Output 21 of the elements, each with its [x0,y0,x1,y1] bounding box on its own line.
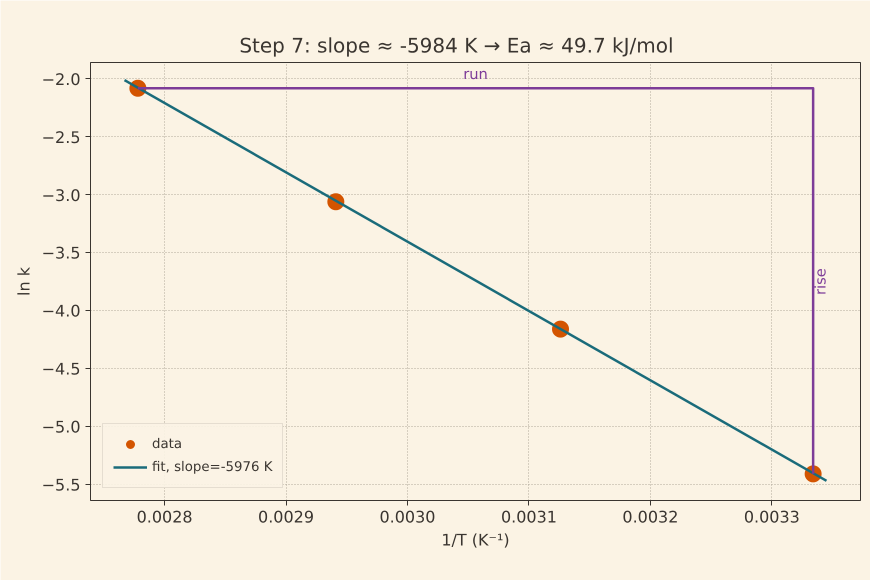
annotation: run [463,66,488,84]
y-tick-label: −4.5 [42,359,81,378]
y-tick-label: −3.0 [42,186,81,205]
chart-title: Step 7: slope ≈ -5984 K → Ea ≈ 49.7 kJ/mol [239,34,674,58]
x-tick-label: 0.0029 [258,508,314,526]
x-tick-label: 0.0031 [500,508,557,526]
x-tick-label: 0.0030 [379,508,436,526]
legend-label: data [152,436,182,452]
x-tick-label: 0.0033 [744,508,800,526]
y-tick-label: −2.5 [42,128,81,147]
x-tick-label: 0.0032 [622,508,678,526]
y-axis-title: ln k [14,266,34,296]
y-tick-label: −3.5 [42,244,81,263]
y-tick-label: −5.0 [42,417,81,436]
x-tick-label: 0.0028 [136,508,193,526]
legend-label: fit, slope=-5976 K [152,460,272,474]
y-tick-label: −4.0 [42,302,81,321]
y-tick-label: −2.0 [42,70,81,89]
y-tick-label: −5.5 [42,475,81,494]
annotation: rise [812,268,830,295]
x-axis-title: 1/T (K⁻¹) [441,530,510,550]
